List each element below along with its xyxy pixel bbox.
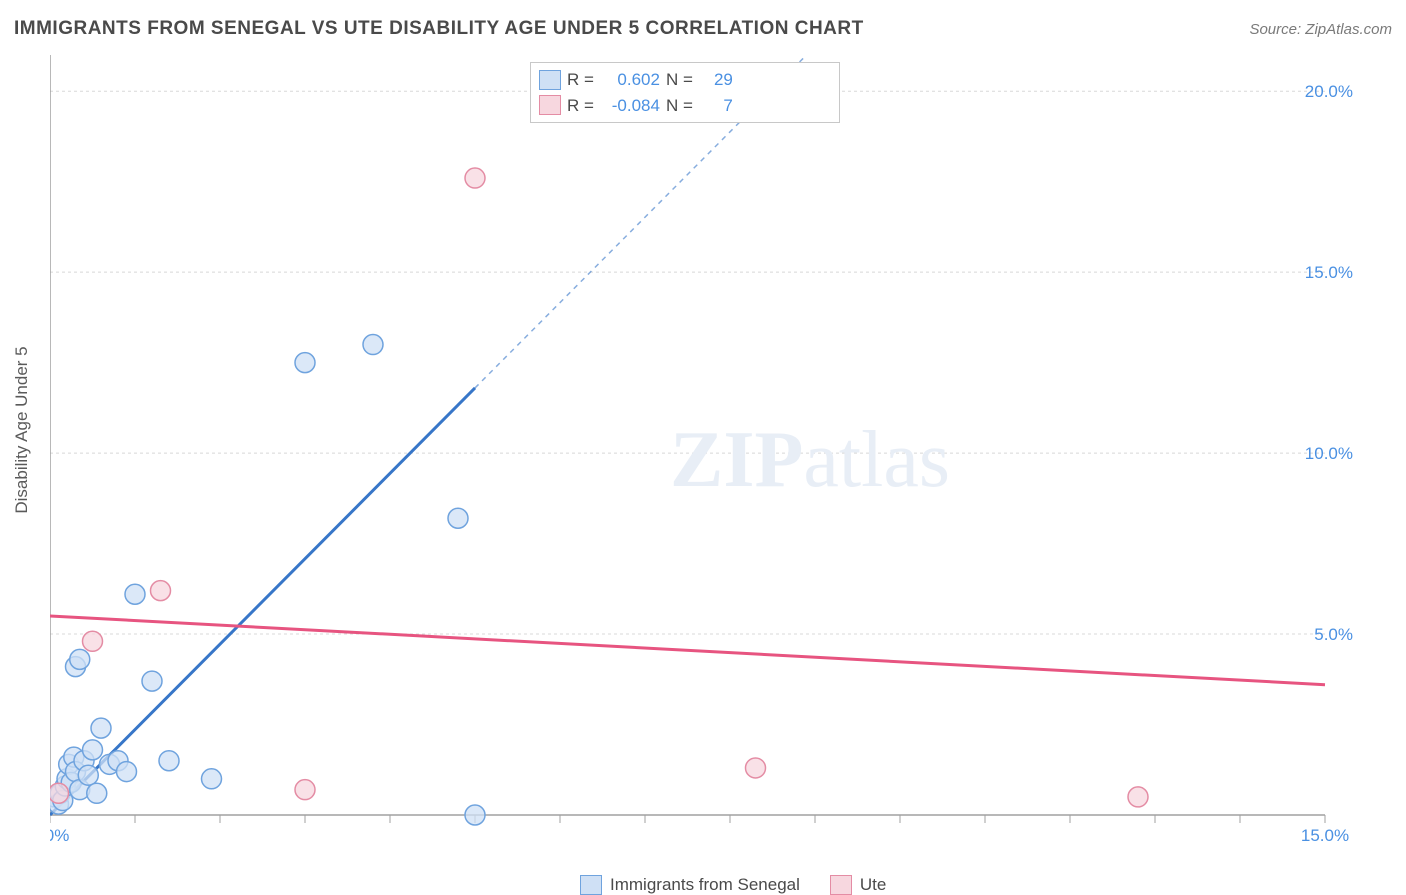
stat-label-r: R = <box>567 67 594 93</box>
svg-text:15.0%: 15.0% <box>1305 263 1353 282</box>
stat-label-n: N = <box>666 67 693 93</box>
legend-swatch <box>539 95 561 115</box>
chart-title: IMMIGRANTS FROM SENEGAL VS UTE DISABILIT… <box>14 18 864 40</box>
chart-plot: ZIPatlas 5.0%10.0%15.0%20.0%0.0%15.0% R … <box>50 55 1355 845</box>
legend-swatch <box>580 875 602 895</box>
legend-item: Immigrants from Senegal <box>580 875 800 895</box>
stat-val-n: 7 <box>699 93 733 119</box>
stat-label-r: R = <box>567 93 594 119</box>
stat-label-n: N = <box>666 93 693 119</box>
stat-val-r: 0.602 <box>600 67 660 93</box>
stats-row: R = -0.084 N = 7 <box>539 93 831 119</box>
svg-text:10.0%: 10.0% <box>1305 444 1353 463</box>
legend-swatch <box>539 70 561 90</box>
legend-label: Ute <box>860 875 886 895</box>
legend-label: Immigrants from Senegal <box>610 875 800 895</box>
chart-svg: 5.0% 10.0% 15.0% 20.0% 0.0% 15.0% <box>50 55 1355 845</box>
stats-row: R = 0.602 N = 29 <box>539 67 831 93</box>
svg-text:5.0%: 5.0% <box>1314 625 1353 644</box>
svg-text:20.0%: 20.0% <box>1305 82 1353 101</box>
svg-text:0.0%: 0.0% <box>50 826 69 845</box>
svg-text:15.0%: 15.0% <box>1301 826 1349 845</box>
y-axis-label: Disability Age Under 5 <box>12 346 32 513</box>
stat-val-n: 29 <box>699 67 733 93</box>
legend-item: Ute <box>830 875 886 895</box>
source-credit: Source: ZipAtlas.com <box>1249 21 1392 38</box>
legend-swatch <box>830 875 852 895</box>
stats-legend: R = 0.602 N = 29 R = -0.084 N = 7 <box>530 62 840 123</box>
stat-val-r: -0.084 <box>600 93 660 119</box>
series-legend: Immigrants from Senegal Ute <box>580 875 886 895</box>
